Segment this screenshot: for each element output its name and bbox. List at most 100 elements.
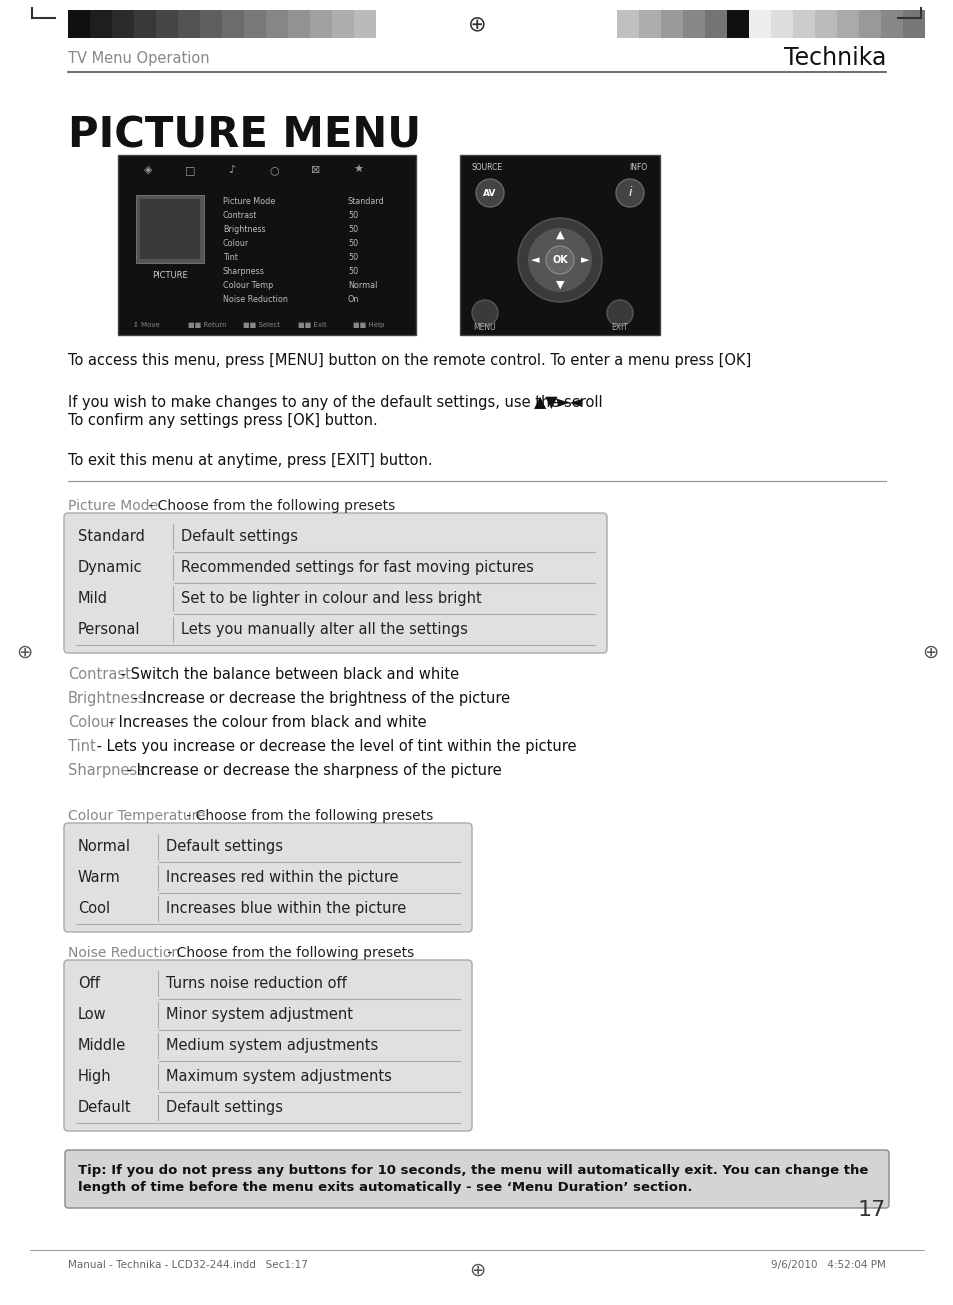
- Text: AV: AV: [483, 188, 497, 197]
- Text: ◄: ◄: [530, 254, 538, 265]
- Text: Technika: Technika: [782, 46, 885, 70]
- Text: - Choose from the following presets: - Choose from the following presets: [163, 946, 414, 960]
- Text: ★: ★: [353, 164, 363, 175]
- Text: 50: 50: [348, 239, 357, 248]
- Bar: [726, 10, 748, 38]
- Text: Lets you manually alter all the settings: Lets you manually alter all the settings: [181, 622, 467, 637]
- Text: Brightness: Brightness: [68, 692, 146, 706]
- Text: Middle: Middle: [78, 1037, 126, 1053]
- Text: OK: OK: [552, 254, 567, 265]
- Text: Cool: Cool: [78, 900, 110, 916]
- Text: - Switch the balance between black and white: - Switch the balance between black and w…: [116, 667, 459, 683]
- Bar: [118, 155, 416, 335]
- Text: TV Menu Operation: TV Menu Operation: [68, 51, 210, 65]
- Bar: [266, 10, 288, 38]
- Bar: [880, 10, 902, 38]
- Text: Standard: Standard: [78, 529, 145, 544]
- Text: Mild: Mild: [78, 591, 108, 606]
- Text: Colour: Colour: [68, 715, 115, 729]
- Text: ■■ Help: ■■ Help: [353, 322, 384, 328]
- Bar: [68, 10, 90, 38]
- Text: Normal: Normal: [78, 839, 131, 853]
- Text: Warm: Warm: [78, 870, 121, 885]
- Bar: [748, 10, 770, 38]
- Bar: [704, 10, 726, 38]
- Text: Manual - Technika - LCD32-244.indd   Sec1:17: Manual - Technika - LCD32-244.indd Sec1:…: [68, 1261, 308, 1270]
- Text: 50: 50: [348, 224, 357, 234]
- Text: INFO: INFO: [629, 163, 647, 171]
- Text: ⊕: ⊕: [467, 14, 486, 34]
- Text: ▲: ▲: [556, 230, 563, 240]
- Text: MENU: MENU: [474, 322, 496, 331]
- Circle shape: [472, 300, 497, 326]
- FancyBboxPatch shape: [64, 960, 472, 1131]
- Text: PICTURE MENU: PICTURE MENU: [68, 115, 420, 157]
- Text: ⊕: ⊕: [16, 642, 32, 662]
- Bar: [136, 194, 204, 264]
- Text: High: High: [78, 1069, 112, 1084]
- Text: Default settings: Default settings: [166, 1100, 283, 1114]
- Text: 50: 50: [348, 268, 357, 275]
- Text: Default settings: Default settings: [181, 529, 297, 544]
- Text: To access this menu, press [MENU] button on the remote control. To enter a menu : To access this menu, press [MENU] button…: [68, 352, 750, 368]
- Circle shape: [517, 218, 601, 301]
- Bar: [332, 10, 354, 38]
- Text: Increases blue within the picture: Increases blue within the picture: [166, 900, 406, 916]
- Text: Sharpness: Sharpness: [223, 268, 265, 275]
- Text: Medium system adjustments: Medium system adjustments: [166, 1037, 377, 1053]
- Bar: [310, 10, 332, 38]
- Text: □: □: [185, 164, 195, 175]
- Text: Off: Off: [78, 976, 100, 990]
- Text: Standard: Standard: [348, 197, 384, 206]
- Text: Low: Low: [78, 1007, 107, 1022]
- Text: To exit this menu at anytime, press [EXIT] button.: To exit this menu at anytime, press [EXI…: [68, 453, 432, 468]
- Text: Tint: Tint: [223, 253, 237, 262]
- Text: Normal: Normal: [348, 281, 377, 290]
- Text: Noise Reduction: Noise Reduction: [223, 295, 288, 304]
- Bar: [354, 10, 375, 38]
- Text: Personal: Personal: [78, 622, 140, 637]
- Text: i: i: [628, 187, 631, 200]
- Text: ⊕: ⊕: [468, 1261, 485, 1279]
- Text: ■■ Exit: ■■ Exit: [297, 322, 327, 328]
- Text: Increases red within the picture: Increases red within the picture: [166, 870, 398, 885]
- Bar: [222, 10, 244, 38]
- Text: ◈: ◈: [144, 164, 152, 175]
- Text: Sharpness: Sharpness: [68, 763, 145, 778]
- Text: Picture Mode: Picture Mode: [223, 197, 275, 206]
- Bar: [133, 10, 156, 38]
- Circle shape: [616, 179, 643, 207]
- Text: - Increases the colour from black and white: - Increases the colour from black and wh…: [104, 715, 427, 729]
- Text: ▲▼►◄: ▲▼►◄: [534, 395, 582, 410]
- Bar: [112, 10, 133, 38]
- Bar: [90, 10, 112, 38]
- Text: Tint: Tint: [68, 739, 95, 754]
- Text: ■■ Return: ■■ Return: [188, 322, 227, 328]
- Text: ■■ Select: ■■ Select: [243, 322, 280, 328]
- Text: SOURCE: SOURCE: [472, 163, 502, 171]
- Circle shape: [545, 247, 574, 274]
- Bar: [200, 10, 222, 38]
- Text: 50: 50: [348, 211, 357, 221]
- Circle shape: [476, 179, 503, 207]
- FancyBboxPatch shape: [64, 823, 472, 932]
- FancyBboxPatch shape: [65, 1150, 888, 1208]
- Text: Minor system adjustment: Minor system adjustment: [166, 1007, 353, 1022]
- Text: If you wish to make changes to any of the default settings, use the scroll: If you wish to make changes to any of th…: [68, 395, 616, 410]
- Text: Contrast: Contrast: [68, 667, 131, 683]
- Text: - Increase or decrease the sharpness of the picture: - Increase or decrease the sharpness of …: [122, 763, 501, 778]
- Bar: [140, 198, 200, 258]
- Bar: [814, 10, 836, 38]
- Bar: [682, 10, 704, 38]
- Text: Dynamic: Dynamic: [78, 560, 143, 576]
- Bar: [902, 10, 924, 38]
- Text: On: On: [348, 295, 359, 304]
- Text: Colour: Colour: [223, 239, 249, 248]
- Text: 9/6/2010   4:52:04 PM: 9/6/2010 4:52:04 PM: [770, 1261, 885, 1270]
- Text: To confirm any settings press [OK] button.: To confirm any settings press [OK] butto…: [68, 412, 377, 428]
- Text: Default settings: Default settings: [166, 839, 283, 853]
- Bar: [617, 10, 639, 38]
- Text: - Lets you increase or decrease the level of tint within the picture: - Lets you increase or decrease the leve…: [92, 739, 577, 754]
- Text: ○: ○: [269, 164, 278, 175]
- Text: Default: Default: [78, 1100, 132, 1114]
